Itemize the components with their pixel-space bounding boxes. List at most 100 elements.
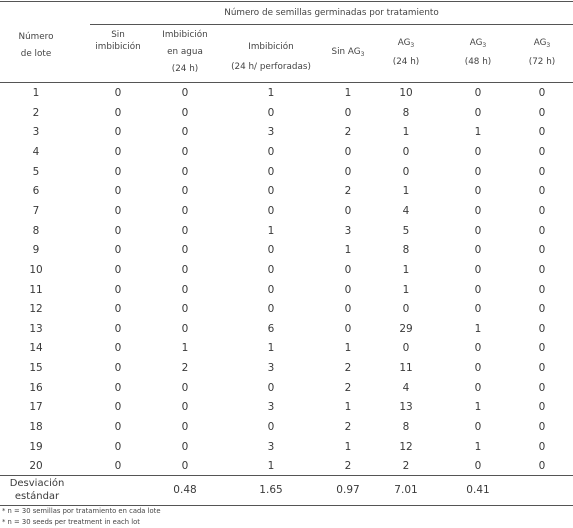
lot-number-cell: 6 xyxy=(32,185,40,198)
germination-count-cell: 0 xyxy=(538,185,546,198)
table-row: 11 0 0 0 0 1 0 0 xyxy=(0,284,573,298)
germination-count-cell: 0 xyxy=(538,244,546,257)
germination-count-cell: 0 xyxy=(538,263,546,276)
column-header: AG3 (24 h) xyxy=(375,35,437,71)
lot-number-cell: 12 xyxy=(29,303,43,316)
subscript: 3 xyxy=(360,51,365,58)
column-header: AG3 (48 h) xyxy=(443,35,513,71)
germination-count-cell: 0 xyxy=(181,421,189,434)
germination-count-cell: 0 xyxy=(538,224,546,237)
germination-count-cell: 0 xyxy=(114,322,122,335)
germination-count-cell: 0 xyxy=(267,303,275,316)
table-row: 4 0 0 0 0 0 0 0 xyxy=(0,146,573,160)
column-header: Imbibición en agua (24 h) xyxy=(153,27,218,78)
column-header-text: AG xyxy=(397,38,411,48)
germination-count-cell: 2 xyxy=(344,185,352,198)
germination-count-cell: 0 xyxy=(474,87,482,99)
lot-number-cell: 10 xyxy=(29,263,43,276)
germination-count-cell: 4 xyxy=(402,204,410,217)
column-header-text: (24 h/ perforadas) xyxy=(231,62,311,72)
germination-count-cell: 13 xyxy=(399,401,413,414)
germination-count-cell: 0 xyxy=(474,460,482,473)
column-header-text: Sin xyxy=(111,30,125,40)
germination-count-cell: 0 xyxy=(181,263,189,276)
lot-number-cell: 20 xyxy=(29,460,43,473)
germination-count-cell: 0 xyxy=(538,283,546,296)
table-row: 1 0 0 1 1 10 0 0 xyxy=(0,87,573,101)
column-header-text: (24 h) xyxy=(392,57,420,67)
germination-count-cell: 0 xyxy=(114,421,122,434)
germination-count-cell: 0 xyxy=(474,362,482,375)
table-row: 2 0 0 0 0 8 0 0 xyxy=(0,107,573,121)
germination-count-cell: 1 xyxy=(267,460,275,473)
column-header: AG3 (72 h) xyxy=(512,35,572,71)
germination-count-cell: 0 xyxy=(538,204,546,217)
germination-count-cell: 0 xyxy=(267,185,275,198)
germination-count-cell: 8 xyxy=(402,106,410,119)
column-header: Sin imbibición xyxy=(83,29,153,53)
germination-count-cell: 0 xyxy=(402,342,410,355)
germination-count-cell: 0 xyxy=(181,126,189,139)
germination-count-cell: 0 xyxy=(538,342,546,355)
germination-count-cell: 0 xyxy=(114,381,122,394)
germination-count-cell: 0 xyxy=(344,322,352,335)
lot-number-cell: 17 xyxy=(29,401,43,414)
germination-count-cell: 0 xyxy=(181,381,189,394)
germination-count-cell: 0 xyxy=(181,145,189,158)
germination-count-cell: 0 xyxy=(267,106,275,119)
lot-number-cell: 8 xyxy=(32,224,40,237)
germination-count-cell: 0 xyxy=(267,204,275,217)
germination-count-cell: 0 xyxy=(114,126,122,139)
germination-count-cell: 8 xyxy=(402,244,410,257)
germination-count-cell: 0 xyxy=(344,204,352,217)
std-value-cell: 0.41 xyxy=(466,484,490,496)
germination-count-cell: 2 xyxy=(344,126,352,139)
germination-count-cell: 0 xyxy=(181,224,189,237)
table-row: 12 0 0 0 0 0 0 0 xyxy=(0,303,573,317)
germination-count-cell: 1 xyxy=(344,342,352,355)
lot-number-cell: 1 xyxy=(32,87,40,99)
germination-count-cell: 2 xyxy=(344,362,352,375)
germination-count-cell: 2 xyxy=(344,421,352,434)
germination-count-cell: 0 xyxy=(181,165,189,178)
germination-count-cell: 1 xyxy=(402,263,410,276)
germination-count-cell: 6 xyxy=(267,322,275,335)
germination-count-cell: 0 xyxy=(402,303,410,316)
germination-count-cell: 0 xyxy=(474,381,482,394)
std-label-line: Desviación xyxy=(9,478,65,489)
lot-number-cell: 9 xyxy=(32,244,40,257)
germination-count-cell: 0 xyxy=(181,322,189,335)
germination-count-cell: 0 xyxy=(181,204,189,217)
germination-count-cell: 0 xyxy=(538,126,546,139)
germination-count-cell: 0 xyxy=(344,145,352,158)
germination-count-cell: 0 xyxy=(474,283,482,296)
germination-count-cell: 1 xyxy=(344,87,352,99)
group-header: Número de semillas germinadas por tratam… xyxy=(90,8,573,19)
germination-count-cell: 1 xyxy=(474,401,482,414)
germination-count-cell: 0 xyxy=(474,421,482,434)
lot-header: Número de lote xyxy=(0,29,72,63)
germination-count-cell: 0 xyxy=(474,204,482,217)
germination-count-cell: 0 xyxy=(344,303,352,316)
table-row: 13 0 0 6 0 29 1 0 xyxy=(0,323,573,337)
germination-count-cell: 1 xyxy=(344,401,352,414)
rule-line xyxy=(0,82,573,83)
rule-line xyxy=(90,24,573,25)
column-header-text: Imbibición xyxy=(162,30,208,40)
table-row: 10 0 0 0 0 1 0 0 xyxy=(0,264,573,278)
lot-number-cell: 19 xyxy=(29,440,43,453)
lot-number-cell: 7 xyxy=(32,204,40,217)
germination-count-cell: 0 xyxy=(474,165,482,178)
table-row: 9 0 0 0 1 8 0 0 xyxy=(0,244,573,258)
germination-count-cell: 0 xyxy=(538,421,546,434)
germination-count-cell: 0 xyxy=(538,303,546,316)
germination-count-cell: 0 xyxy=(474,106,482,119)
germination-count-cell: 0 xyxy=(344,283,352,296)
germination-count-cell: 0 xyxy=(474,342,482,355)
lot-number-cell: 2 xyxy=(32,106,40,119)
column-header: Imbibición (24 h/ perforadas) xyxy=(216,37,326,77)
germination-count-cell: 1 xyxy=(344,244,352,257)
germination-count-cell: 0 xyxy=(114,224,122,237)
std-value-cell: 0.97 xyxy=(336,484,360,496)
table-row: 19 0 0 3 1 12 1 0 xyxy=(0,441,573,455)
